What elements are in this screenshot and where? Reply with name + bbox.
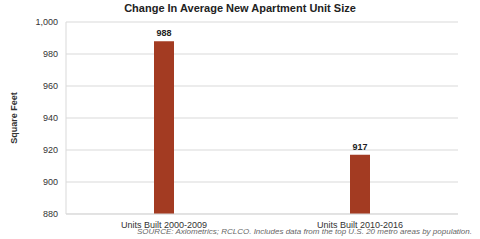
html-text:Change In Average New Apartmen: Change In Average New Apartment Unit Siz… xyxy=(124,2,356,14)
html-text:SOURCE: Axiometrics; RCLCO. In: SOURCE: Axiometrics; RCLCO. Includes dat… xyxy=(137,227,472,236)
svg-text:920: 920 xyxy=(43,145,58,155)
svg-text:917: 917 xyxy=(352,142,367,152)
svg-text:880: 880 xyxy=(43,209,58,219)
svg-text:Units Built 2000-2009: Units Built 2000-2009 xyxy=(121,220,207,228)
svg-text:1,000: 1,000 xyxy=(35,17,58,27)
svg-text:Square Feet: Square Feet xyxy=(9,92,19,144)
svg-text:988: 988 xyxy=(156,28,171,38)
svg-text:940: 940 xyxy=(43,113,58,123)
svg-text:900: 900 xyxy=(43,177,58,187)
svg-text:980: 980 xyxy=(43,49,58,59)
svg-text:Units Built 2010-2016: Units Built 2010-2016 xyxy=(317,220,403,228)
svg-text:960: 960 xyxy=(43,81,58,91)
